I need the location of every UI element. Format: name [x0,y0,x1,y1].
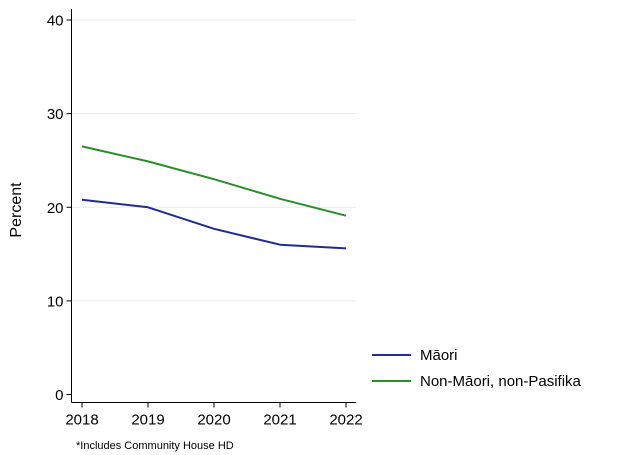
y-tick-label: 30 [47,106,64,123]
gridlines [71,19,356,302]
y-tick-label: 20 [47,200,64,217]
x-axis-ticks: 2018 2019 2020 2021 2022 [65,402,363,429]
footnote: *Includes Community House HD [76,440,234,452]
y-tick-label: 10 [47,293,64,310]
legend: Māori Non-Māori, non-Pasifika [372,347,582,390]
series-line-1 [81,145,347,217]
x-tick-label: 2019 [131,412,164,429]
y-tick-label: 0 [55,387,63,404]
x-tick-label: 2018 [65,412,98,429]
y-axis-ticks: 0 10 20 30 40 [47,13,72,404]
y-axis-label: Percent [8,182,25,238]
legend-label-1: Non-Māori, non-Pasifika [420,373,582,390]
series-line-0 [81,198,347,250]
series-lines [81,145,347,250]
x-tick-label: 2020 [197,412,230,429]
x-tick-label: 2022 [329,412,362,429]
x-tick-label: 2021 [263,412,296,429]
legend-label-0: Māori [420,347,458,364]
y-tick-label: 40 [47,13,64,30]
